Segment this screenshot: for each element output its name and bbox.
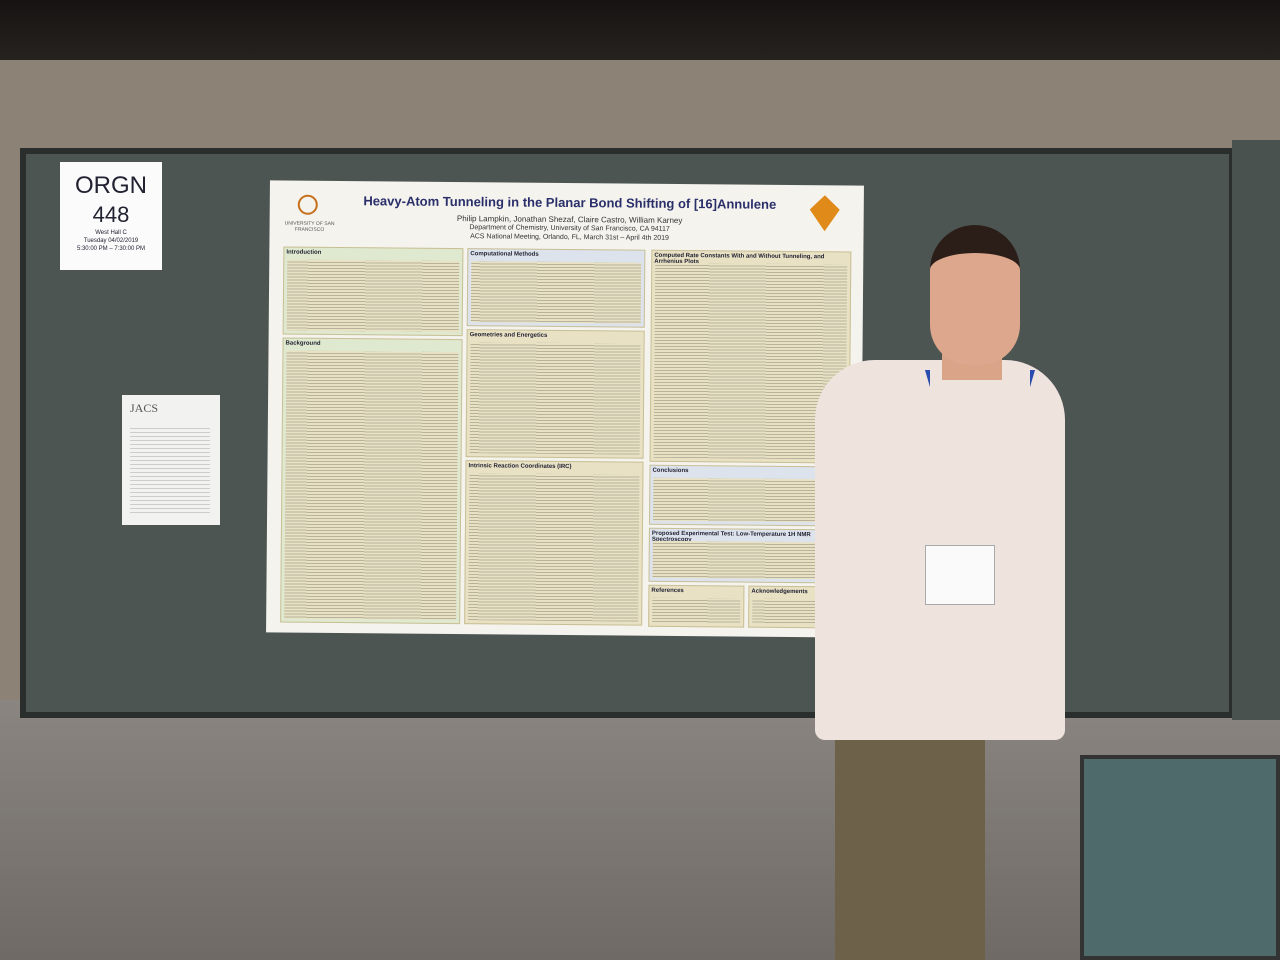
sign-date: Tuesday 04/02/2019 <box>83 238 139 244</box>
poster-section: Background <box>280 337 463 625</box>
poster-section: Introduction <box>282 246 464 337</box>
text-lines <box>468 473 640 622</box>
badge <box>925 545 995 605</box>
floor <box>0 700 1280 960</box>
poster: UNIVERSITY OF SAN FRANCISCO Heavy-Atom T… <box>266 180 864 638</box>
journal-figure <box>130 425 210 515</box>
poster-section: References <box>648 584 745 628</box>
text-lines <box>470 261 642 324</box>
sign-number: 448 <box>92 202 130 227</box>
person-head <box>930 225 1020 365</box>
poster-section: Geometries and Energetics <box>465 329 645 459</box>
sign-room: West Hall C <box>95 230 127 236</box>
person-legs <box>835 700 985 960</box>
poster-section: Intrinsic Reaction Coordinates (IRC) <box>464 460 644 626</box>
poster-title: Heavy-Atom Tunneling in the Planar Bond … <box>363 193 777 212</box>
poster-section: Computational Methods <box>466 248 646 328</box>
journal-title: JACS <box>130 401 159 415</box>
sign-time: 5:30:00 PM – 7:30:00 PM <box>76 246 146 252</box>
text-lines <box>286 259 460 333</box>
text-lines <box>469 342 641 455</box>
chair <box>1080 755 1280 960</box>
sign-code: ORGN <box>75 172 147 199</box>
journal-page: JACS <box>122 395 220 525</box>
poster-meeting: ACS National Meeting, Orlando, FL, March… <box>470 233 669 242</box>
board-right <box>1232 140 1280 720</box>
text-lines <box>284 350 459 621</box>
acs-logo <box>810 195 840 231</box>
university-logo <box>297 194 318 215</box>
text-lines <box>652 597 741 624</box>
session-sign: ORGN 448 West Hall C Tuesday 04/02/2019 … <box>60 162 162 270</box>
